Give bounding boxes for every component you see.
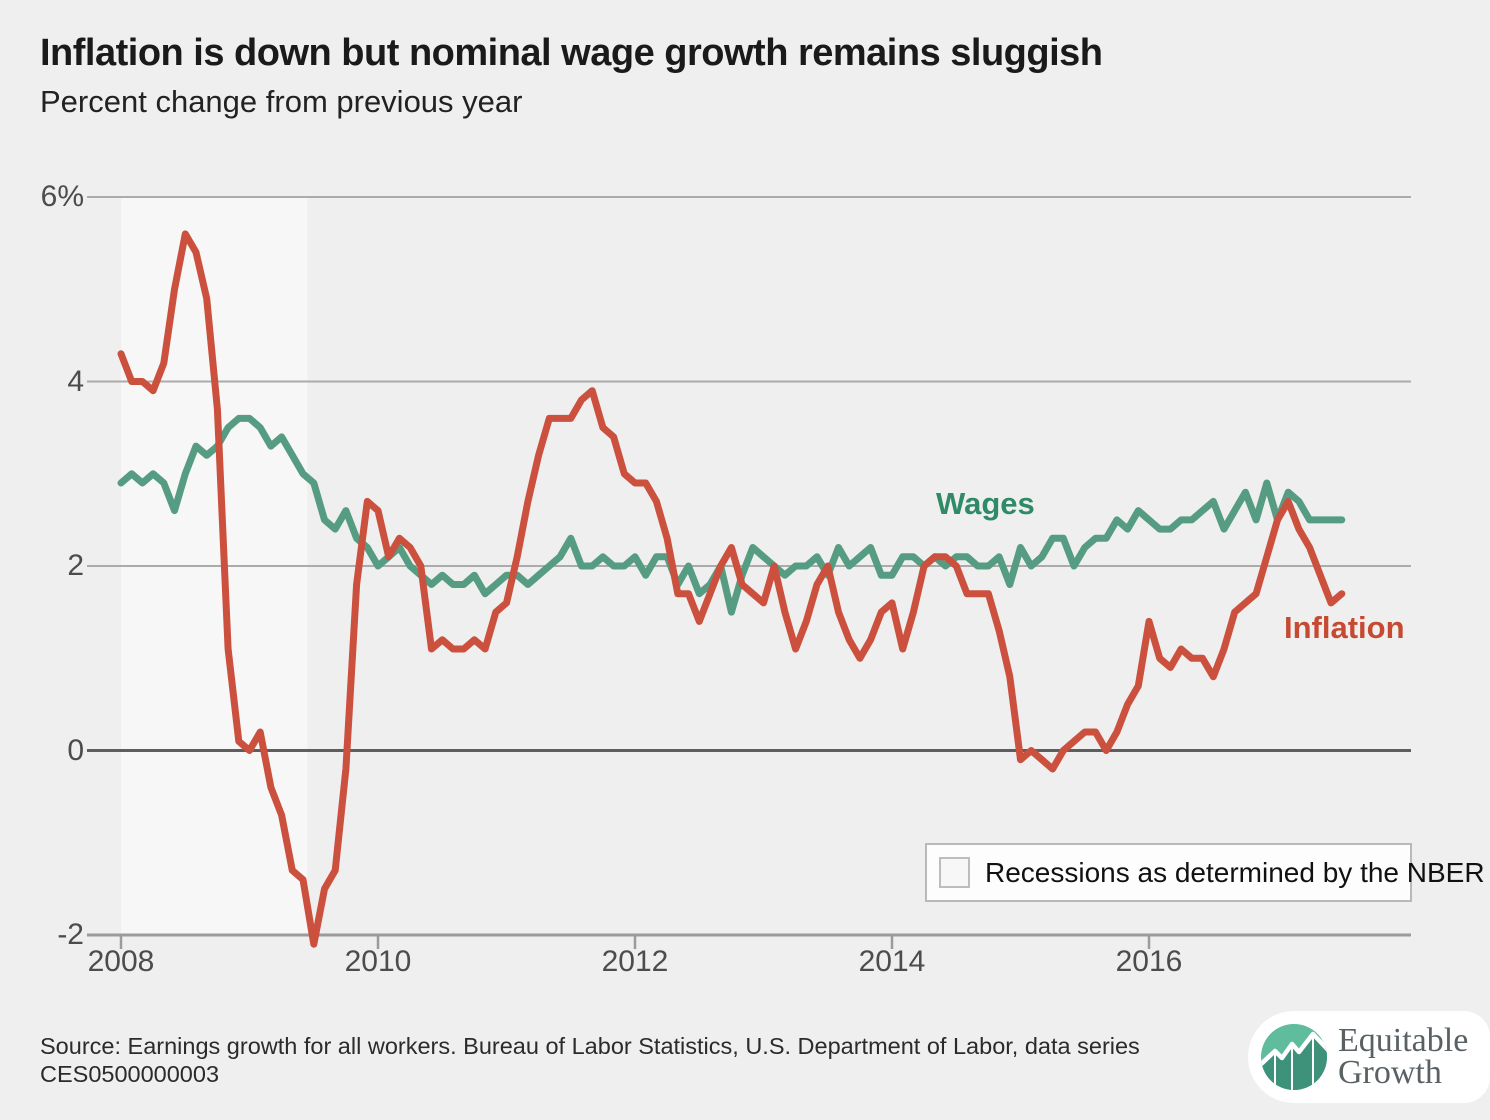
x-tick-label: 2008 [87,945,155,978]
inflation-series-label: Inflation [1284,610,1405,645]
wages-series-label: Wages [936,486,1035,521]
equitable-growth-logo: Equitable Growth [1248,1011,1490,1103]
inflation-line [117,230,1346,948]
y-tick-label: 4 [67,364,84,398]
x-tick-label: 2010 [344,945,412,978]
source-note: Source: Earnings growth for all workers.… [40,1033,1140,1088]
chart-plot-area [87,196,1411,949]
y-tick-label: 6% [40,180,84,213]
logo-wordmark: Equitable Growth [1338,1022,1469,1091]
wages-line [117,414,1346,616]
chart-subtitle: Percent change from previous year [40,84,523,119]
source-line-2: CES0500000003 [40,1060,220,1087]
source-line-1: Source: Earnings growth for all workers.… [40,1033,1140,1059]
y-tick-label: -2 [57,918,84,951]
recession-legend-label: Recessions as determined by the NBER [985,856,1485,888]
y-tick-label: 0 [67,733,84,767]
y-tick-label: 2 [67,549,84,582]
logo-chart-icon [1261,1024,1327,1090]
logo-line-2: Growth [1338,1054,1442,1091]
x-tick-label: 2014 [858,945,926,978]
x-tick-label: 2016 [1115,945,1183,978]
recession-legend: Recessions as determined by the NBER [925,843,1485,902]
recession-swatch [939,857,970,888]
logo-line-1: Equitable [1338,1022,1469,1059]
chart-title: Inflation is down but nominal wage growt… [40,32,1103,74]
x-tick-label: 2012 [601,945,669,978]
